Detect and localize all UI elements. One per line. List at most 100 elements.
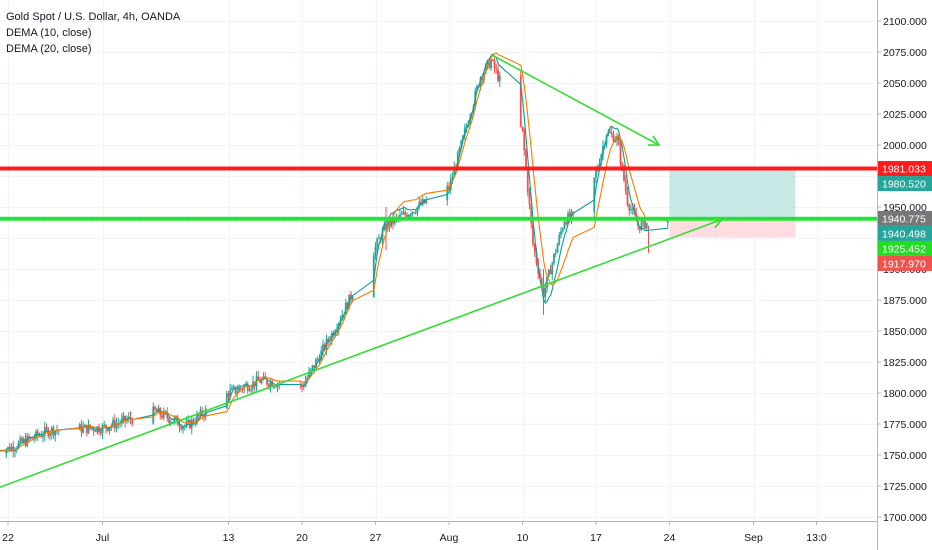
- candle-body: [533, 244, 536, 252]
- price-tag: 1940.775: [878, 210, 932, 226]
- time-tick-label: 22: [2, 532, 14, 544]
- candle-body: [302, 386, 305, 388]
- candle-body: [122, 415, 125, 419]
- candle-body: [131, 419, 134, 424]
- candle-body: [276, 384, 279, 388]
- time-tick-label: Jul: [96, 532, 109, 544]
- candle-body: [565, 222, 568, 225]
- dema-10-line: [0, 53, 668, 452]
- candle-body: [115, 423, 118, 429]
- price-tag-bg: [878, 176, 932, 192]
- candle-body: [28, 435, 30, 439]
- grid-lines: [0, 0, 877, 521]
- candle-body: [229, 389, 232, 398]
- candle-body: [238, 387, 240, 392]
- candle-body: [612, 134, 615, 143]
- candle-body: [526, 169, 529, 193]
- price-tick-label: 1750.000: [883, 450, 927, 462]
- candle-body: [175, 417, 177, 419]
- price-tag-label: 1917.970: [882, 258, 926, 270]
- candle-body: [306, 377, 309, 382]
- candle-body: [336, 329, 338, 333]
- candle-body: [225, 393, 228, 409]
- price-tag-bg: [878, 240, 932, 256]
- candle-body: [14, 449, 16, 452]
- candle-body: [467, 124, 470, 127]
- price-tick-label: 2050.000: [883, 78, 927, 90]
- candle-body: [462, 135, 464, 141]
- trend-arrowhead: [710, 217, 724, 229]
- candle-body: [390, 217, 393, 227]
- candle-body: [621, 163, 624, 167]
- candle-body: [610, 133, 613, 135]
- candle-body: [234, 386, 237, 394]
- candle-body: [161, 415, 163, 418]
- legend-dema-10: DEMA (10, close): [6, 27, 92, 39]
- price-tick-label: 2100.000: [883, 16, 927, 28]
- trend-line: [490, 53, 660, 146]
- candle-body: [493, 59, 496, 69]
- candle-body: [425, 200, 428, 204]
- candle-body: [250, 388, 253, 391]
- target-zone: [669, 169, 796, 219]
- candle-body: [406, 214, 408, 218]
- candle-body: [476, 86, 478, 91]
- candle-body: [313, 365, 316, 368]
- candle-body: [488, 60, 491, 69]
- candle-body: [407, 215, 410, 218]
- candle-body: [402, 212, 405, 215]
- candle-body: [22, 438, 25, 443]
- price-tag: 1925.452: [878, 240, 932, 256]
- time-tick-label: 24: [664, 532, 676, 544]
- candle-body: [54, 430, 57, 436]
- candle-body: [645, 222, 648, 229]
- candle-body: [381, 229, 384, 241]
- candle-body: [616, 136, 618, 141]
- candle-body: [563, 222, 566, 229]
- candle-body: [178, 425, 181, 428]
- candle-body: [311, 365, 314, 369]
- candle-body: [521, 126, 524, 130]
- candle-body: [547, 269, 550, 277]
- price-tick-label: 1800.000: [883, 388, 927, 400]
- price-tick-label: 2025.000: [883, 109, 927, 121]
- candle-body: [558, 235, 561, 245]
- price-tick-label: 1850.000: [883, 326, 927, 338]
- legend-dema-20: DEMA (20, close): [6, 43, 92, 55]
- candle-body: [26, 435, 29, 446]
- candle-body: [84, 424, 86, 427]
- candle-body: [414, 212, 417, 214]
- candle-body: [540, 278, 543, 285]
- candle-body: [203, 415, 205, 417]
- price-tag: 1981.033: [878, 161, 932, 177]
- price-tick-label: 2075.000: [883, 47, 927, 59]
- candle-body: [481, 77, 484, 80]
- candle-body: [182, 426, 184, 430]
- candle-body: [572, 211, 575, 213]
- candle-body: [162, 411, 165, 418]
- candle-body: [82, 426, 85, 433]
- candle-body: [103, 424, 106, 426]
- candle-body: [257, 376, 260, 381]
- time-tick-label: Sep: [744, 532, 763, 544]
- candle-body: [322, 344, 324, 351]
- candle-body: [19, 437, 22, 443]
- candle-body: [400, 214, 403, 216]
- price-tag-label: 1940.775: [882, 213, 926, 225]
- candle-body: [530, 204, 533, 224]
- stop-zone: [669, 218, 796, 238]
- candle-body: [94, 431, 97, 433]
- candle-body: [378, 238, 380, 240]
- candle-body: [267, 384, 270, 387]
- candle-body: [614, 140, 617, 143]
- price-tick-label: 1825.000: [883, 357, 927, 369]
- candle-body: [497, 69, 499, 81]
- candle-body: [351, 297, 354, 300]
- price-tag-bg: [878, 225, 932, 241]
- candle-body: [239, 387, 242, 389]
- candle-body: [374, 246, 377, 256]
- candle-body: [640, 221, 643, 230]
- dema-20-line: [0, 52, 668, 451]
